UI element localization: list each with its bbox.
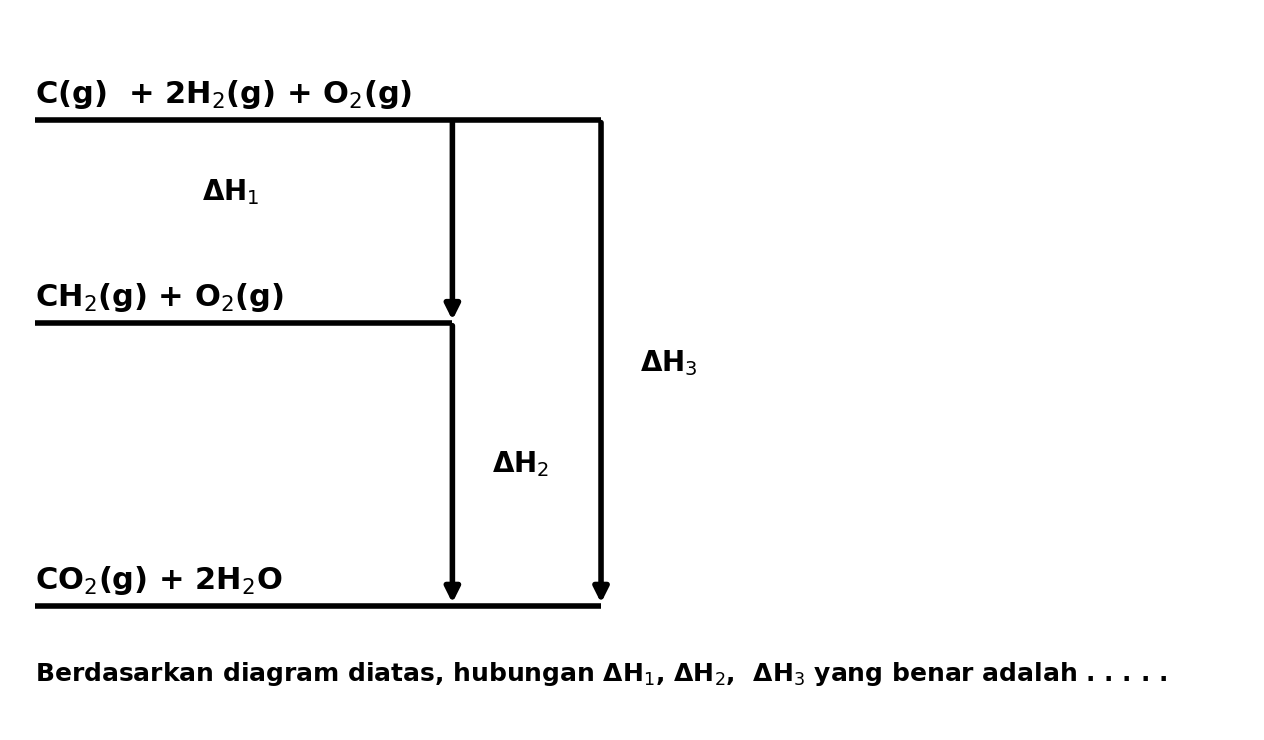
Text: CO$_2$(g) + 2H$_2$O: CO$_2$(g) + 2H$_2$O [35,564,282,597]
Text: CH$_2$(g) + O$_2$(g): CH$_2$(g) + O$_2$(g) [35,281,284,314]
Text: Berdasarkan diagram diatas, hubungan ΔH$_1$, ΔH$_2$,  ΔH$_3$ yang benar adalah .: Berdasarkan diagram diatas, hubungan ΔH$… [35,660,1167,688]
Text: ΔH$_2$: ΔH$_2$ [492,449,549,480]
Text: C(g)  + 2H$_2$(g) + O$_2$(g): C(g) + 2H$_2$(g) + O$_2$(g) [35,78,412,111]
Text: ΔH$_3$: ΔH$_3$ [641,348,698,377]
Text: ΔH$_1$: ΔH$_1$ [202,178,260,207]
